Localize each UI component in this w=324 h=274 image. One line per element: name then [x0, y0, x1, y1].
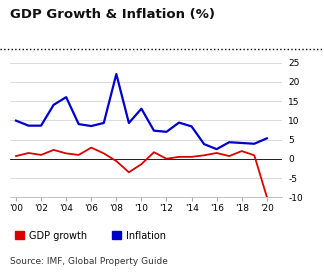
Text: GDP Growth & Inflation (%): GDP Growth & Inflation (%): [10, 8, 215, 21]
Text: Source: IMF, Global Property Guide: Source: IMF, Global Property Guide: [10, 257, 168, 266]
Legend: GDP growth, Inflation: GDP growth, Inflation: [15, 231, 166, 241]
